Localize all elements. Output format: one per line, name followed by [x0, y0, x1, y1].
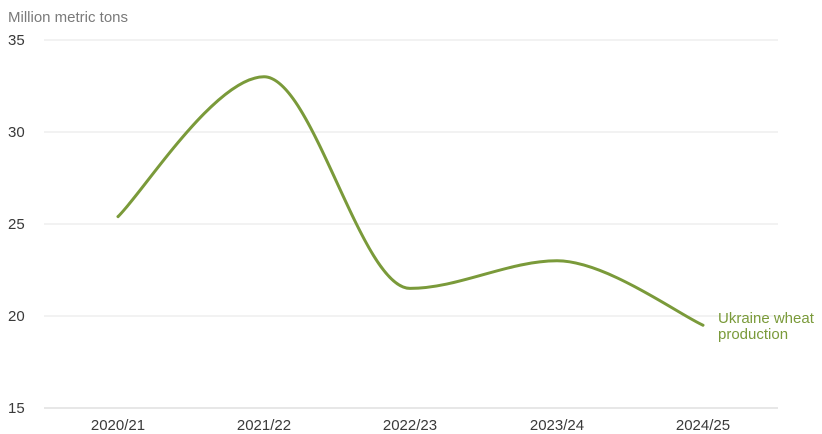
y-tick-label: 15	[8, 400, 25, 417]
x-tick-label: 2020/21	[91, 417, 145, 434]
x-tick-label: 2022/23	[383, 417, 437, 434]
series-label: Ukraine wheat	[718, 310, 815, 327]
series-line-ukraine-wheat-production	[116, 75, 705, 327]
x-tick-label: 2023/24	[530, 417, 584, 434]
x-tick-label: 2024/25	[676, 417, 730, 434]
y-tick-label: 20	[8, 308, 25, 325]
y-tick-label: 35	[8, 32, 25, 49]
series-label: production	[718, 326, 788, 343]
y-axis-label: Million metric tons	[8, 9, 128, 26]
y-tick-label: 30	[8, 124, 25, 141]
x-tick-label: 2021/22	[237, 417, 291, 434]
y-tick-label: 25	[8, 216, 25, 233]
